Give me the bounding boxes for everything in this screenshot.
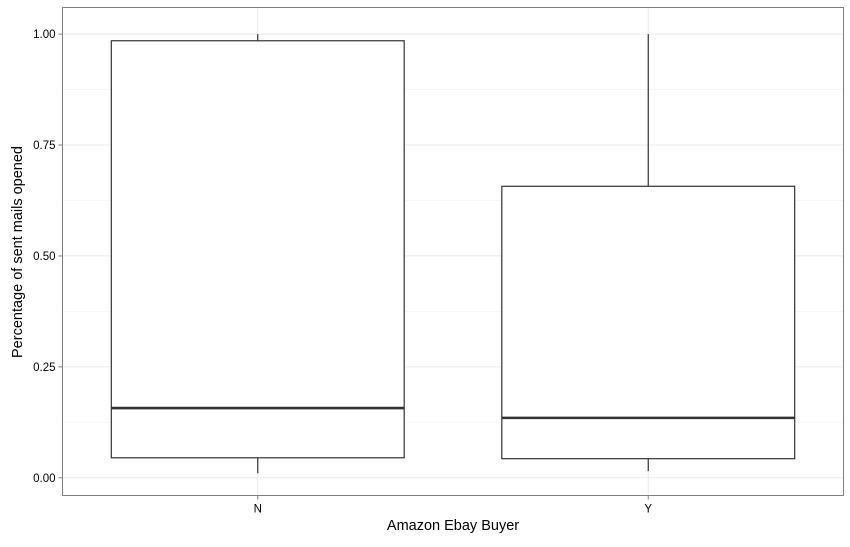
y-tick-label: 1.00 (33, 29, 55, 41)
panel-border (62, 7, 844, 496)
boxes (110, 34, 796, 474)
box-N (110, 34, 405, 474)
x-tick-label: Y (644, 504, 652, 516)
iqr-box (110, 40, 405, 459)
y-axis-title: Percentage of sent mails opened (10, 146, 26, 358)
x-axis-title: Amazon Ebay Buyer (387, 518, 519, 534)
y-tick-label: 0.00 (33, 473, 55, 485)
y-tick-label: 0.50 (33, 251, 55, 263)
iqr-box (501, 185, 796, 460)
box-Y (501, 34, 796, 472)
y-tick-label: 0.75 (33, 140, 55, 152)
y-tick-label: 0.25 (33, 362, 55, 374)
x-tick-label: N (254, 504, 262, 516)
axis-ticks: 0.00 0.25 0.50 0.75 1.00 N Y (33, 29, 652, 515)
